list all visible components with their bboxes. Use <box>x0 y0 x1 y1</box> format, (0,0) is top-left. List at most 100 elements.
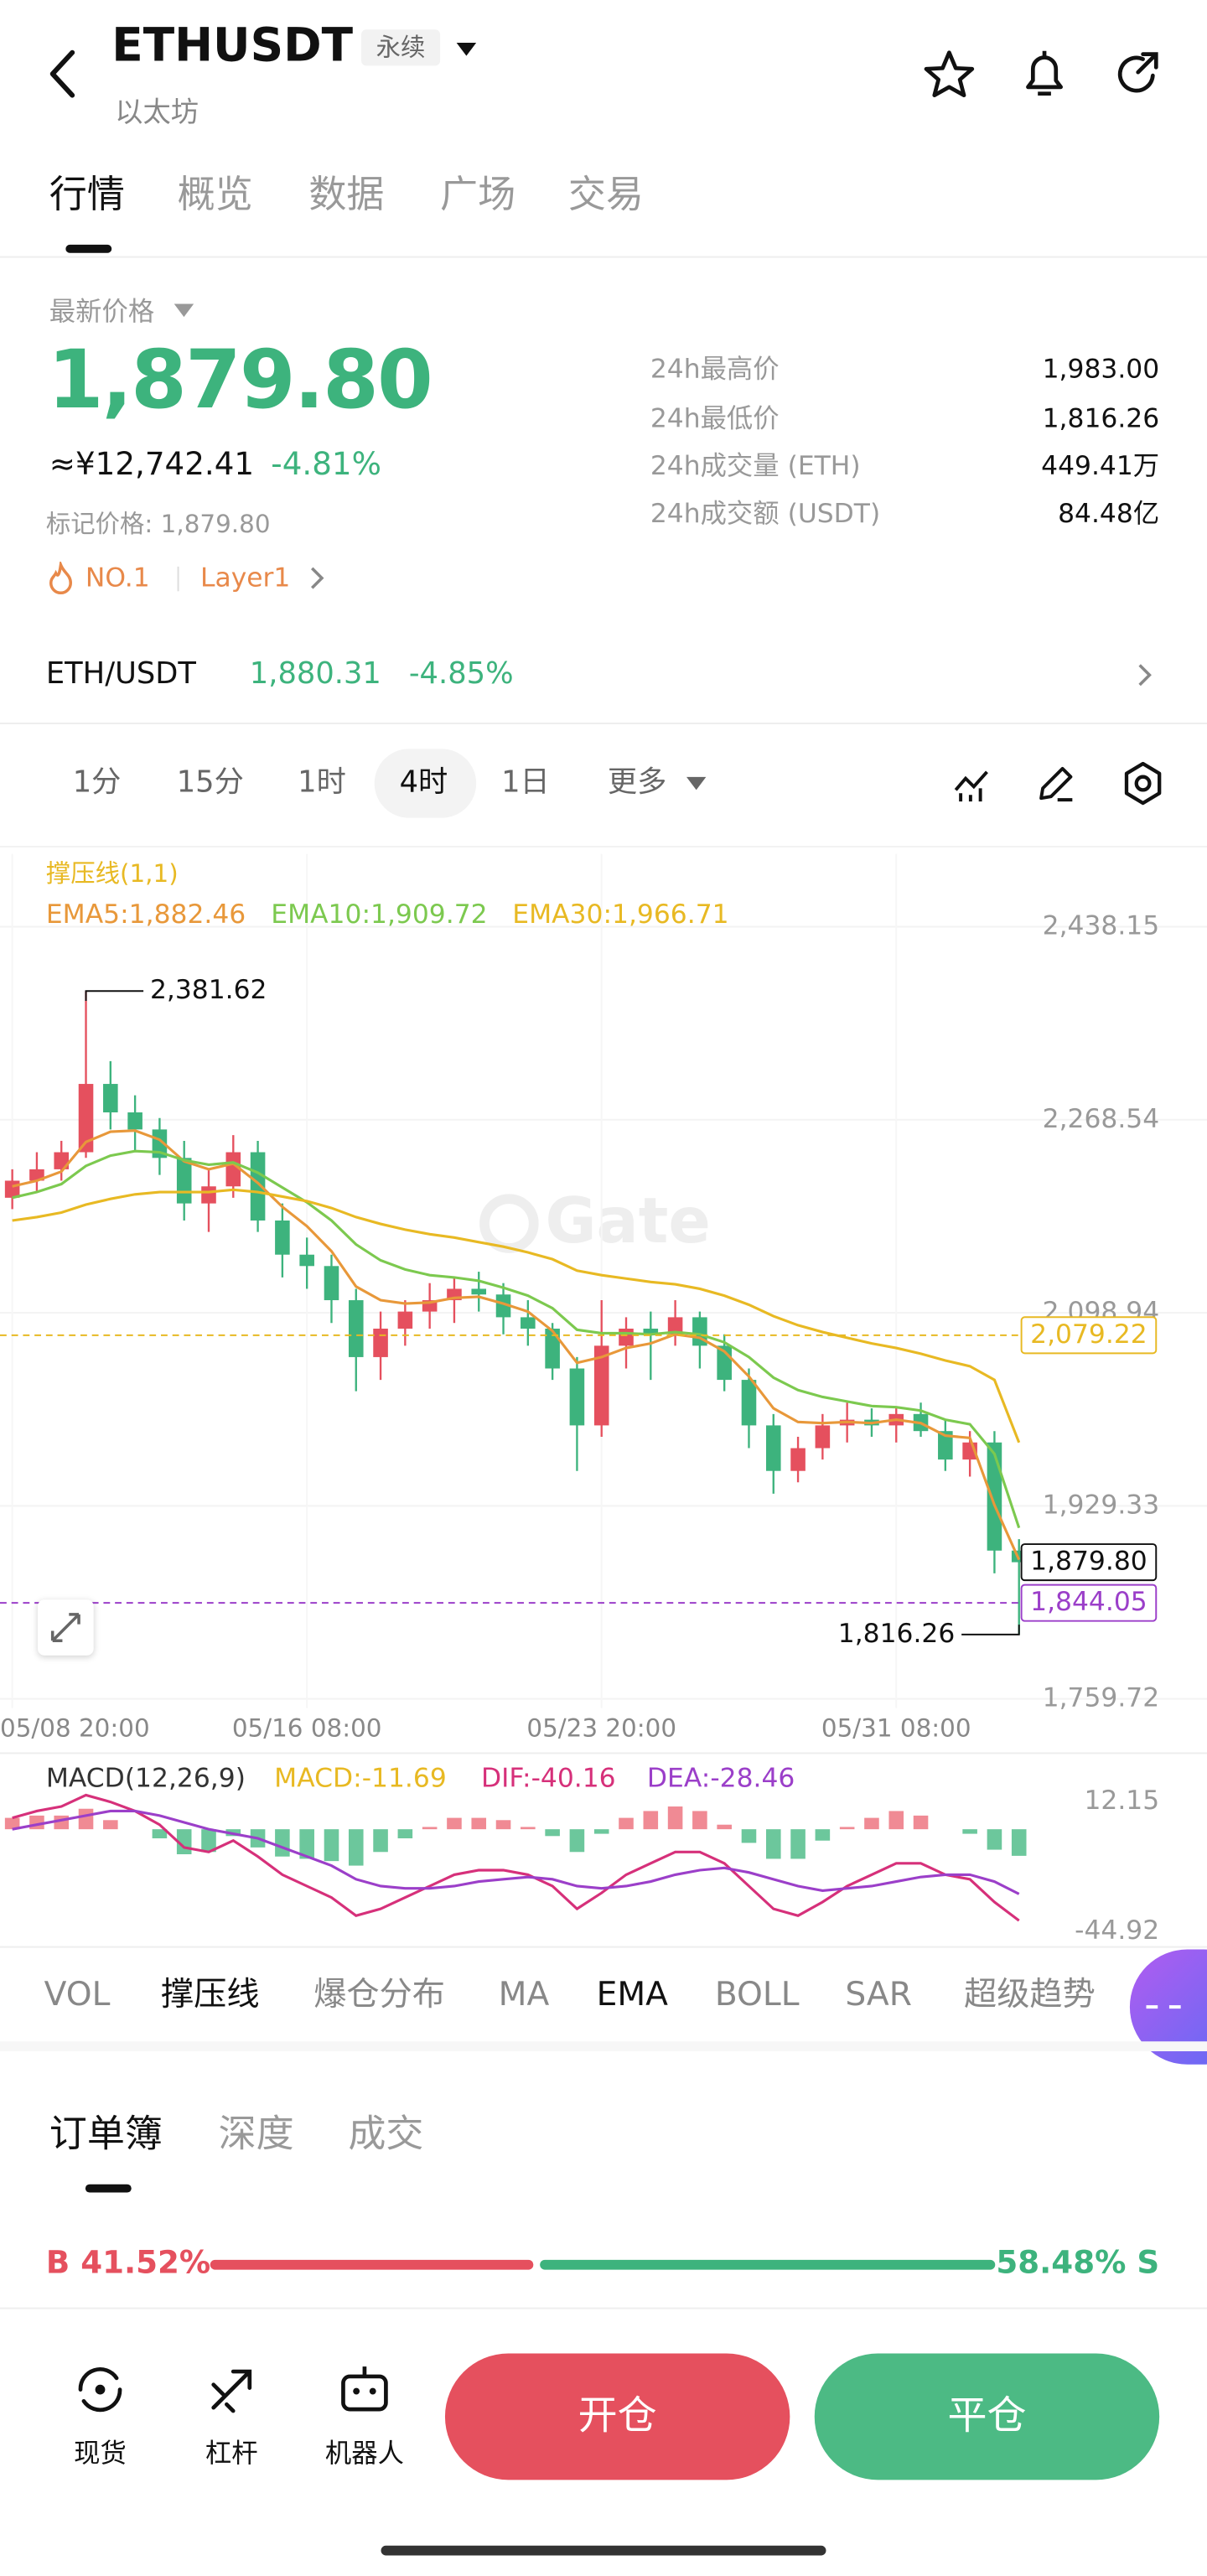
watermark-logo <box>479 1194 539 1253</box>
interval-selected-bg <box>374 749 477 818</box>
stat-label: 24h最高价 <box>650 353 780 385</box>
high-marker <box>85 990 144 1001</box>
macd-bar <box>152 1829 168 1839</box>
draw-icon[interactable] <box>1034 762 1077 805</box>
favorite-icon[interactable] <box>921 48 977 101</box>
indicator-tab[interactable]: VOL <box>44 1973 111 2014</box>
indicator-icon[interactable] <box>951 764 993 806</box>
legend-entry: EMA5:1,882.46 <box>45 898 246 930</box>
macd-bar <box>741 1829 757 1843</box>
candle-body <box>987 1442 1002 1551</box>
back-button[interactable] <box>43 46 85 102</box>
x-tick-label: 05/08 20:00 <box>0 1714 150 1743</box>
open-button[interactable]: 开仓 <box>444 2353 790 2480</box>
low-marker <box>961 1625 1020 1635</box>
macd-bar <box>569 1829 585 1853</box>
interval[interactable]: 4时 <box>399 765 448 801</box>
high-label: 2,381.62 <box>150 975 267 1005</box>
spot-icon[interactable] <box>72 2361 128 2418</box>
macd-bar <box>667 1806 683 1830</box>
candle-body <box>643 1328 659 1335</box>
interval[interactable]: 1日 <box>501 765 550 801</box>
stat-value: 1,983.00 <box>1042 353 1160 385</box>
divider <box>0 1752 1207 1754</box>
dropdown-icon[interactable] <box>455 41 478 58</box>
interval[interactable]: 更多 <box>607 765 667 801</box>
candle-body <box>103 1084 118 1112</box>
candle-body <box>78 1084 94 1153</box>
tab[interactable]: 概览 <box>177 174 253 217</box>
macd-bar <box>103 1820 118 1830</box>
y-tick-label: 2,438.15 <box>1043 910 1160 941</box>
legend-entry: EMA10:1,909.72 <box>271 898 488 930</box>
tab[interactable]: 广场 <box>440 174 516 217</box>
cny-price: ≈¥12,742.41 <box>49 446 255 483</box>
interval[interactable]: 1时 <box>298 765 346 801</box>
candle-body <box>397 1311 413 1329</box>
legend-entry: DEA:-28.46 <box>646 1762 795 1794</box>
sector-tag[interactable]: Layer1 <box>200 562 291 593</box>
macd-bar <box>348 1829 364 1866</box>
candle-body <box>275 1220 290 1255</box>
change: -4.81% <box>271 446 381 483</box>
ema-line <box>12 1149 1021 1529</box>
tab[interactable]: 数据 <box>308 174 385 217</box>
tab[interactable]: 交易 <box>567 174 644 217</box>
indicator-tab[interactable]: SAR <box>845 1973 912 2014</box>
candle-body <box>765 1425 781 1471</box>
tab[interactable]: 行情 <box>49 174 125 217</box>
candle-body <box>54 1152 70 1169</box>
price-tag <box>1020 1316 1158 1355</box>
chevron[interactable] <box>1135 662 1155 688</box>
interval[interactable]: 15分 <box>176 765 244 801</box>
orderbook-tab[interactable]: 深度 <box>218 2113 294 2157</box>
indicator-tab[interactable]: 超级趋势 <box>964 1973 1096 2014</box>
fullscreen-button[interactable] <box>38 1599 94 1656</box>
spot-change: -4.85% <box>408 656 514 692</box>
spot-pair[interactable]: ETH/USDT <box>45 656 196 692</box>
macd-bar <box>397 1829 413 1839</box>
y-tick-label: 2,268.54 <box>1043 1104 1160 1134</box>
candle-body <box>521 1317 536 1329</box>
indicator-tab[interactable]: BOLL <box>714 1973 800 2014</box>
candle-body <box>324 1266 339 1301</box>
candle-body <box>29 1169 44 1181</box>
buy-bar <box>210 2259 534 2270</box>
separator <box>177 566 179 592</box>
indicator-tab[interactable]: 爆仓分布 <box>313 1973 445 2014</box>
share-icon[interactable] <box>1110 48 1166 101</box>
candle-body <box>373 1328 388 1357</box>
sell-bar <box>540 2259 996 2270</box>
bot-icon[interactable] <box>337 2361 393 2418</box>
indicator-label: 撑压线(1,1) <box>45 858 179 889</box>
divider <box>0 1946 1207 1948</box>
candle-body <box>176 1158 192 1204</box>
divider <box>0 845 1207 847</box>
orderbook-tab[interactable]: 订单簿 <box>49 2113 163 2157</box>
indicator-tab[interactable]: EMA <box>596 1973 668 2014</box>
ema-line <box>12 1188 1021 1443</box>
indicator-tab[interactable]: 撑压线 <box>160 1973 260 2014</box>
last-price: 1,879.80 <box>47 333 433 428</box>
legend-entry: DIF:-40.16 <box>481 1762 616 1794</box>
candle-body <box>545 1328 560 1369</box>
divider <box>0 256 1207 258</box>
candle-body <box>741 1380 757 1426</box>
buy-ratio: B 41.52% <box>45 2245 211 2282</box>
macd-bar <box>299 1829 314 1859</box>
price-tag <box>1020 1543 1158 1582</box>
close-button[interactable]: 平仓 <box>814 2353 1160 2480</box>
interval[interactable]: 1分 <box>72 765 122 801</box>
indicator-tab[interactable]: MA <box>498 1973 550 2014</box>
orderbook-tab[interactable]: 成交 <box>348 2113 424 2157</box>
macd-bar <box>913 1815 929 1830</box>
macd-bar <box>1011 1829 1027 1856</box>
candle-body <box>815 1425 831 1449</box>
candle-body <box>593 1345 609 1426</box>
candle-body <box>4 1180 20 1198</box>
settings-icon[interactable] <box>1120 760 1166 806</box>
macd-bar <box>422 1827 438 1830</box>
margin-icon[interactable] <box>204 2361 260 2418</box>
y-tick-label: 1,929.33 <box>1043 1490 1160 1520</box>
alert-icon[interactable] <box>1018 46 1071 102</box>
